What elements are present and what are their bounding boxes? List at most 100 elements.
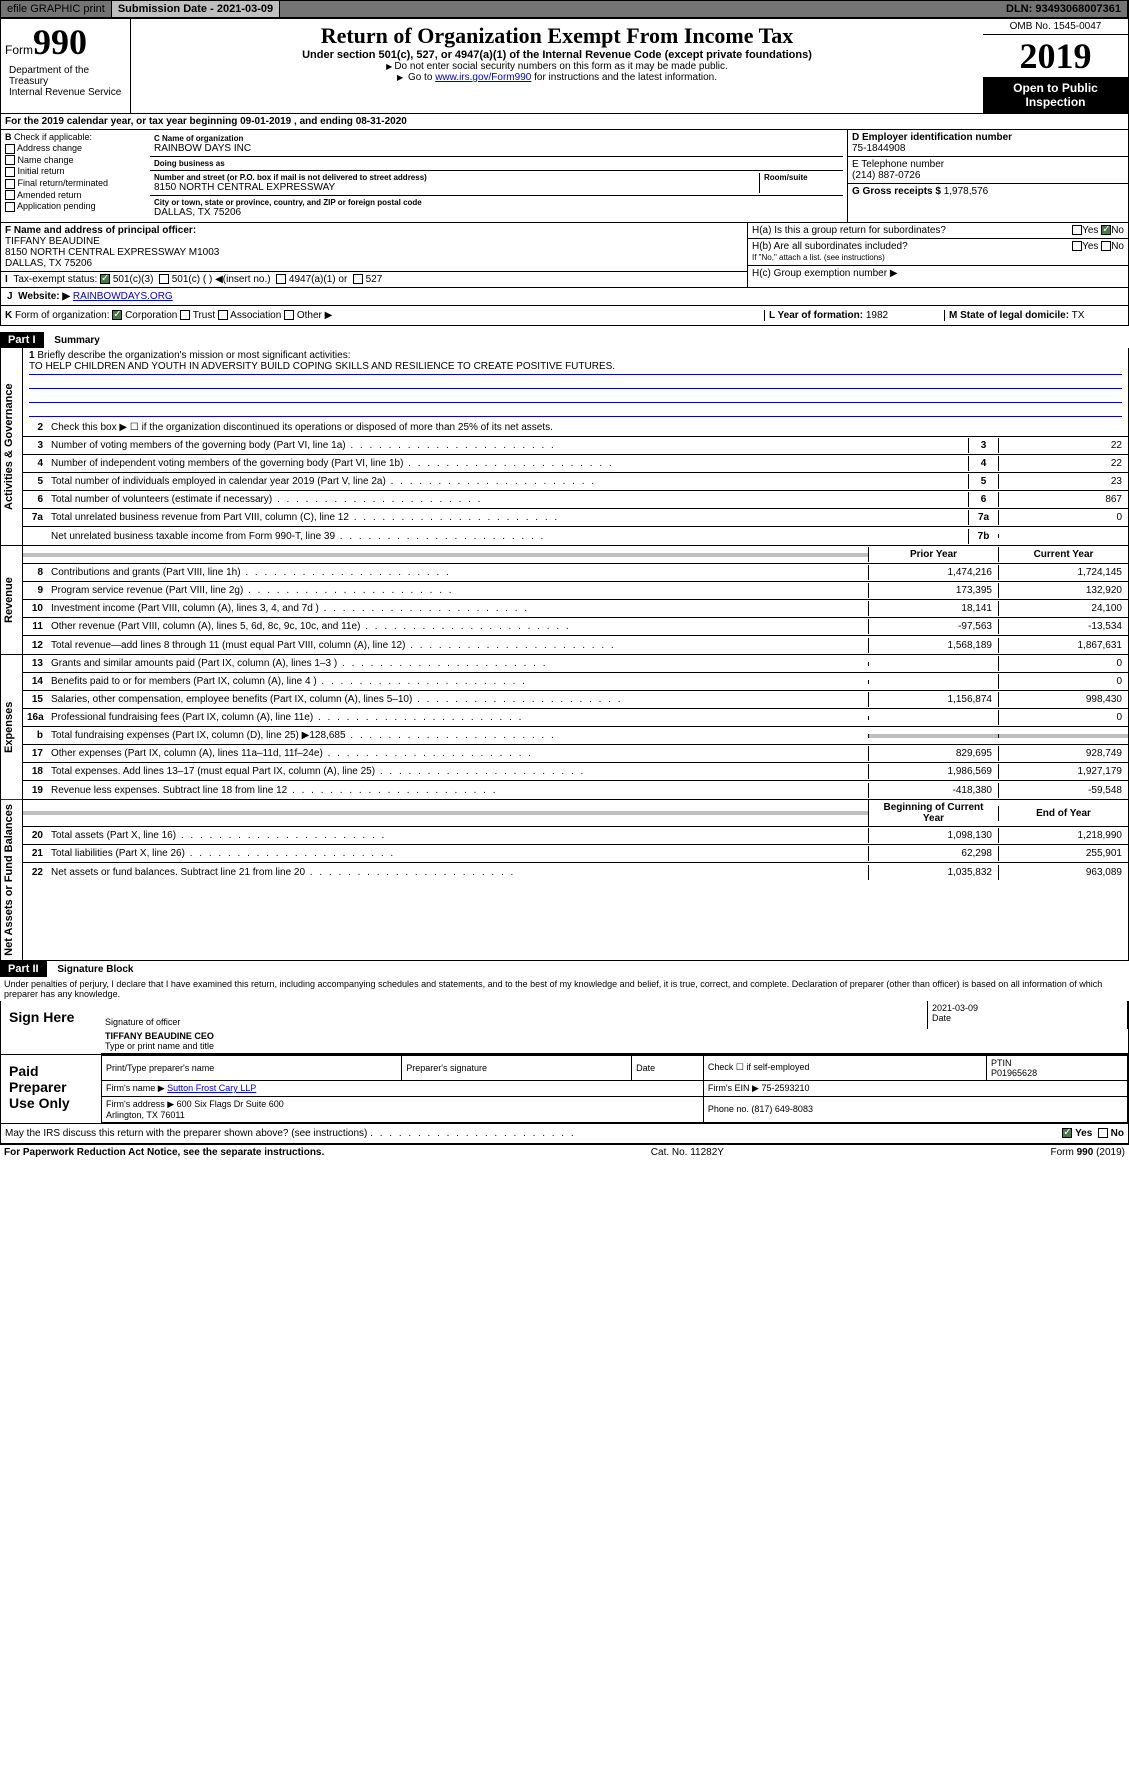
ein: 75-1844908 (852, 143, 1124, 154)
sign-here-label: Sign Here (1, 1001, 101, 1054)
box-defg: D Employer identification number75-18449… (848, 130, 1128, 222)
cb-ha-yes[interactable] (1072, 225, 1082, 235)
open-public-badge: Open to Public Inspection (983, 77, 1128, 113)
current-year-header: Current Year (998, 547, 1128, 562)
dln-label: DLN: 93493068007361 (1000, 1, 1128, 17)
cb-address-change[interactable]: Address change (5, 143, 142, 154)
cb-amended[interactable]: Amended return (5, 190, 142, 201)
form-number-block: Form990 Department of the Treasury Inter… (1, 19, 131, 113)
signature-block: Sign Here Signature of officer 2021-03-0… (0, 1001, 1129, 1124)
org-name: RAINBOW DAYS INC (154, 143, 839, 154)
ptin: P01965628 (991, 1068, 1037, 1078)
form-subtitle: Under section 501(c), 527, or 4947(a)(1)… (135, 49, 979, 61)
part1-revenue: Revenue Prior YearCurrent Year 8Contribu… (0, 546, 1129, 655)
paperwork-notice: For Paperwork Reduction Act Notice, see … (4, 1147, 324, 1158)
state-domicile: TX (1072, 310, 1085, 321)
cb-ha-no[interactable] (1101, 225, 1111, 235)
box-c: C Name of organizationRAINBOW DAYS INC D… (146, 130, 848, 222)
cb-corp[interactable] (112, 310, 122, 320)
paid-preparer-label: Paid Preparer Use Only (1, 1055, 101, 1123)
box-f: F Name and address of principal officer:… (1, 223, 748, 287)
table-row: 15Salaries, other compensation, employee… (23, 691, 1128, 709)
dept-label: Department of the Treasury Internal Reve… (5, 63, 126, 100)
table-row: 16aProfessional fundraising fees (Part I… (23, 709, 1128, 727)
cb-name-change[interactable]: Name change (5, 155, 142, 166)
irs-link[interactable]: www.irs.gov/Form990 (435, 72, 531, 83)
tax-year-range: For the 2019 calendar year, or tax year … (1, 114, 1128, 129)
preparer-table: Print/Type preparer's name Preparer's si… (101, 1055, 1128, 1123)
part1-expenses: Expenses 13Grants and similar amounts pa… (0, 655, 1129, 800)
line-a: For the 2019 calendar year, or tax year … (0, 114, 1129, 130)
section-bcdefg: B Check if applicable: Address change Na… (0, 130, 1129, 223)
cb-hb-yes[interactable] (1072, 241, 1082, 251)
cb-501c3[interactable] (100, 274, 110, 284)
org-city: DALLAS, TX 75206 (154, 207, 839, 218)
revenue-label: Revenue (1, 546, 23, 654)
tax-year: 2019 (983, 35, 1128, 77)
submission-date-button[interactable]: Submission Date - 2021-03-09 (112, 1, 280, 17)
title-block: Return of Organization Exempt From Incom… (131, 19, 983, 113)
cb-4947[interactable] (276, 274, 286, 284)
form-title: Return of Organization Exempt From Incom… (135, 23, 979, 49)
officer-name-title: TIFFANY BEAUDINE CEO (105, 1031, 214, 1041)
table-row: 14Benefits paid to or for members (Part … (23, 673, 1128, 691)
website-link[interactable]: RAINBOWDAYS.ORG (73, 291, 173, 302)
cb-hb-no[interactable] (1101, 241, 1111, 251)
officer-name: TIFFANY BEAUDINE (5, 236, 100, 247)
cb-discuss-no[interactable] (1098, 1128, 1108, 1138)
perjury-text: Under penalties of perjury, I declare th… (0, 977, 1129, 1001)
cb-trust[interactable] (180, 310, 190, 320)
cb-527[interactable] (353, 274, 363, 284)
table-row: 4Number of independent voting members of… (23, 455, 1128, 473)
org-address: 8150 NORTH CENTRAL EXPRESSWAY (154, 182, 759, 193)
table-row: 3Number of voting members of the governi… (23, 437, 1128, 455)
cb-initial-return[interactable]: Initial return (5, 166, 142, 177)
firm-ein: 75-2593210 (762, 1083, 810, 1093)
cb-discuss-yes[interactable] (1062, 1128, 1072, 1138)
table-row: 7aTotal unrelated business revenue from … (23, 509, 1128, 527)
governance-label: Activities & Governance (1, 348, 23, 545)
cb-other[interactable] (284, 310, 294, 320)
form-header: Form990 Department of the Treasury Inter… (0, 18, 1129, 114)
table-row: 11Other revenue (Part VIII, column (A), … (23, 618, 1128, 636)
form-ref: Form 990 (2019) (1051, 1147, 1125, 1158)
part1-governance: Activities & Governance 1 Briefly descri… (0, 348, 1129, 546)
table-row: 10Investment income (Part VIII, column (… (23, 600, 1128, 618)
year-formation: 1982 (866, 310, 888, 321)
begin-year-header: Beginning of Current Year (868, 800, 998, 826)
table-row: 8Contributions and grants (Part VIII, li… (23, 564, 1128, 582)
table-row: 9Program service revenue (Part VIII, lin… (23, 582, 1128, 600)
table-row: 22Net assets or fund balances. Subtract … (23, 863, 1128, 881)
table-row: 19Revenue less expenses. Subtract line 1… (23, 781, 1128, 799)
cb-assoc[interactable] (218, 310, 228, 320)
goto-note: Go to www.irs.gov/Form990 for instructio… (135, 72, 979, 83)
officer-address: 8150 NORTH CENTRAL EXPRESSWAY M1003 DALL… (5, 247, 219, 269)
table-row: 12Total revenue—add lines 8 through 11 (… (23, 636, 1128, 654)
table-row: 17Other expenses (Part IX, column (A), l… (23, 745, 1128, 763)
table-row: 5Total number of individuals employed in… (23, 473, 1128, 491)
table-row: 18Total expenses. Add lines 13–17 (must … (23, 763, 1128, 781)
netassets-label: Net Assets or Fund Balances (1, 800, 23, 960)
gross-receipts: 1,978,576 (944, 186, 989, 197)
box-b: B Check if applicable: Address change Na… (1, 130, 146, 222)
box-j: J Website: ▶ RAINBOWDAYS.ORG (0, 288, 1129, 306)
part2-subtitle: Signature Block (49, 964, 133, 975)
firm-name-link[interactable]: Sutton Frost Cary LLP (167, 1083, 256, 1093)
cat-no: Cat. No. 11282Y (651, 1147, 724, 1158)
omb-number: OMB No. 1545-0047 (983, 19, 1128, 35)
cb-final-return[interactable]: Final return/terminated (5, 178, 142, 189)
form-label: Form (5, 43, 33, 57)
part1-header: Part I (0, 332, 44, 348)
cb-pending[interactable]: Application pending (5, 201, 142, 212)
part2-header: Part II (0, 961, 47, 977)
page-footer: For Paperwork Reduction Act Notice, see … (0, 1144, 1129, 1160)
mission-text: TO HELP CHILDREN AND YOUTH IN ADVERSITY … (29, 361, 1122, 375)
cb-501c[interactable] (159, 274, 169, 284)
efile-label: efile GRAPHIC print (1, 1, 112, 17)
discuss-question: May the IRS discuss this return with the… (5, 1128, 1062, 1139)
table-row: 21Total liabilities (Part X, line 26)62,… (23, 845, 1128, 863)
box-h: H(a) Is this a group return for subordin… (748, 223, 1128, 287)
section-fh: F Name and address of principal officer:… (0, 223, 1129, 288)
prior-year-header: Prior Year (868, 547, 998, 562)
form-number: 990 (33, 22, 87, 62)
